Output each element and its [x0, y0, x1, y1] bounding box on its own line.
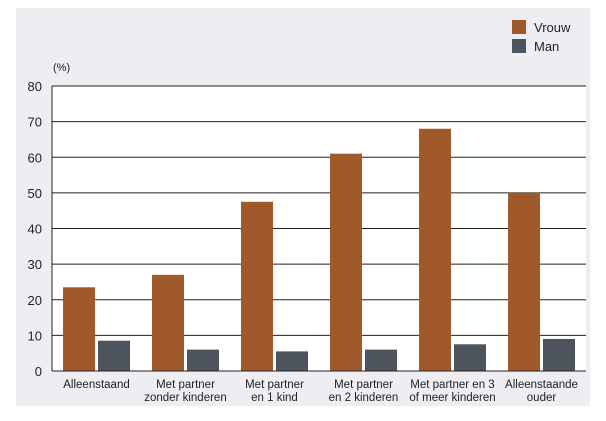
bar-vrouw [508, 192, 540, 371]
x-category-label: Met partner en 1 kind [245, 379, 304, 404]
bar-man [454, 344, 486, 371]
bar-man [543, 338, 575, 371]
x-category-label: Met partner zonder kinderen [144, 379, 226, 404]
y-tick-label: 70 [28, 115, 42, 130]
y-tick-label: 30 [28, 257, 42, 272]
bar-vrouw [241, 201, 273, 371]
bar-man [98, 340, 130, 371]
legend-swatch-vrouw [512, 20, 526, 34]
y-tick-label: 50 [28, 186, 42, 201]
bar-chart: 0 10 20 30 40 50 60 70 80 Alleenstaand Met partner… [28, 20, 586, 404]
x-category-label: Met partner en 3 of meer kinderen [409, 379, 495, 404]
y-tick-label: 80 [28, 79, 42, 94]
chart-panel: 0 10 20 30 40 50 60 70 80 Alleenstaand Met partner… [16, 8, 590, 406]
legend-label-man: Man [534, 39, 559, 54]
bar-vrouw [63, 287, 95, 371]
axes: 0 10 20 30 40 50 60 70 80 Alleenstaand Met partner… [28, 79, 586, 404]
legend-swatch-man [512, 39, 526, 53]
legend-label-vrouw: Vrouw [534, 20, 571, 35]
bar-man [276, 351, 308, 371]
bar-vrouw [419, 128, 451, 371]
legend: Vrouw Man [512, 20, 571, 54]
bar-vrouw [152, 274, 184, 371]
y-tick-label: 0 [35, 364, 42, 379]
x-category-label: Alleenstaand [63, 379, 130, 391]
bar-man [365, 349, 397, 371]
gridlines [52, 85, 586, 336]
x-category-label: Met partner en 2 kinderen [329, 379, 399, 404]
y-tick-label: 10 [28, 328, 42, 343]
y-tick-label: 60 [28, 150, 42, 165]
x-category-label: Alleenstaande ouder [505, 379, 578, 404]
bar-vrouw [330, 153, 362, 371]
bars [63, 128, 575, 371]
y-tick-label: 40 [28, 222, 42, 237]
y-tick-label: 20 [28, 293, 42, 308]
bar-man [187, 349, 219, 371]
y-unit-label: (%) [53, 62, 70, 74]
